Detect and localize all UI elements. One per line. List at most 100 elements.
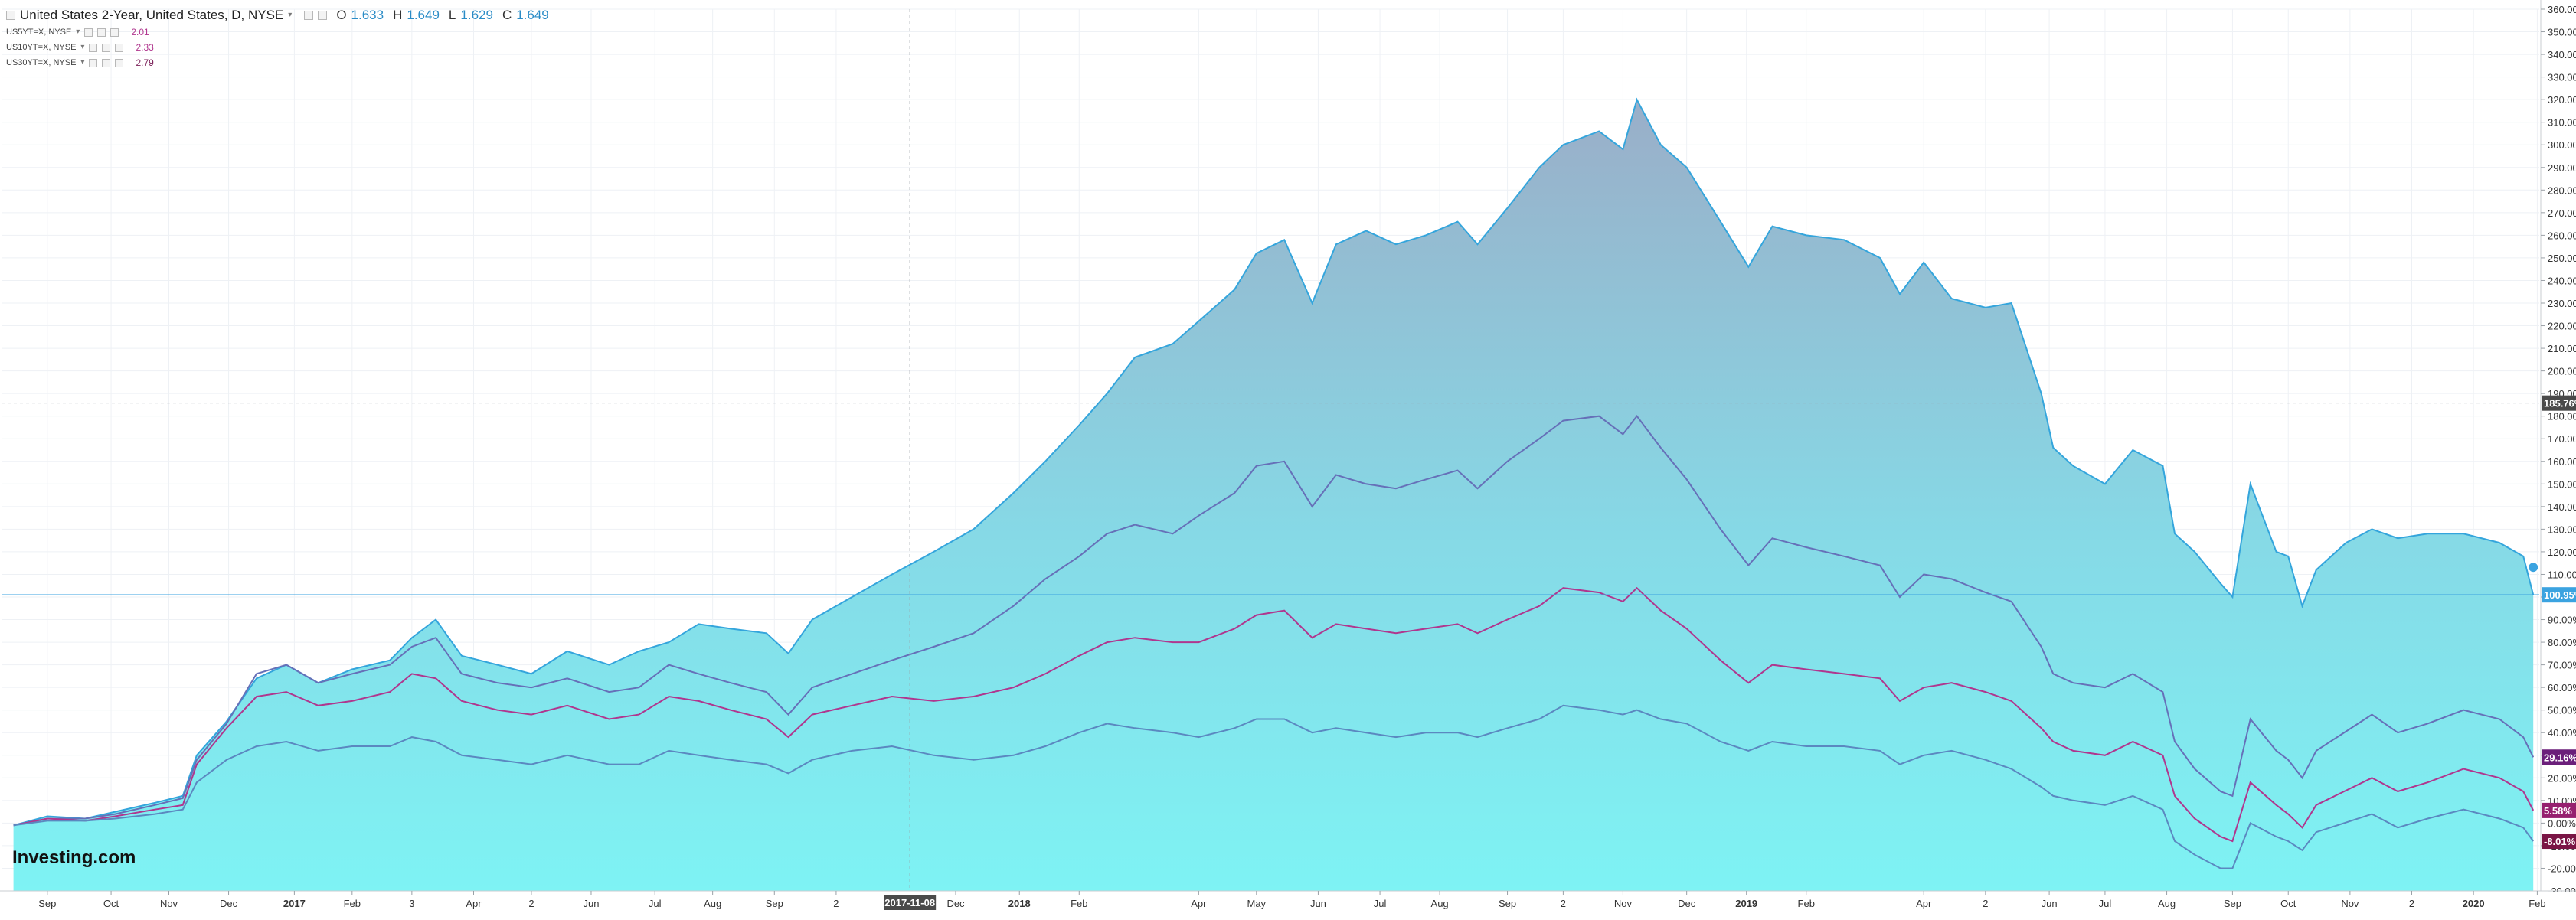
y-tick-label: 90.00%: [2548, 615, 2576, 626]
x-tick-label: Jul: [649, 898, 662, 909]
x-tick-label: Sep: [1499, 898, 1516, 909]
y-tick-label: 50.00%: [2548, 705, 2576, 716]
ohlc-open-label: O: [336, 8, 347, 22]
y-tick-label: 360.00%: [2548, 4, 2576, 15]
x-tick-label: Sep: [766, 898, 783, 909]
hide-icon[interactable]: [84, 28, 93, 37]
compare-symbol: US5YT=X, NYSE: [6, 28, 72, 37]
y-tick-label: 60.00%: [2548, 682, 2576, 693]
y-tick-label: 330.00%: [2548, 72, 2576, 83]
y-tick-label: 300.00%: [2548, 139, 2576, 151]
y-tick-label: 120.00%: [2548, 546, 2576, 558]
settings-icon[interactable]: [97, 28, 106, 37]
legend-compare-row: US5YT=X, NYSE ▾ 2.01: [6, 24, 549, 40]
last-value-badge: [2542, 834, 2576, 850]
x-tick-label: Dec: [1678, 898, 1696, 909]
y-tick-label: 20.00%: [2548, 772, 2576, 784]
area-fill-2y: [13, 100, 2534, 892]
close-icon[interactable]: [115, 58, 124, 67]
x-tick-label: Apr: [1191, 898, 1207, 909]
crosshair-value-label: 185.76%: [2544, 398, 2576, 409]
y-tick-label: 210.00%: [2548, 343, 2576, 354]
chevron-down-icon[interactable]: ▾: [80, 58, 85, 67]
y-tick-label: 170.00%: [2548, 433, 2576, 445]
y-tick-label: 270.00%: [2548, 207, 2576, 219]
x-tick-label: Sep: [2224, 898, 2241, 909]
x-tick-label: 2020: [2463, 898, 2485, 909]
last-value-badge: [2542, 802, 2576, 818]
x-tick-label: Aug: [1431, 898, 1449, 909]
last-value-label: 5.58%: [2544, 805, 2572, 817]
x-tick-label: 3: [409, 898, 414, 909]
y-tick-label: 160.00%: [2548, 456, 2576, 468]
y-tick-label: 240.00%: [2548, 275, 2576, 286]
y-tick-label: 290.00%: [2548, 162, 2576, 174]
x-tick-label: Jun: [583, 898, 599, 909]
close-icon[interactable]: [115, 43, 124, 52]
series-line-us10yt-x: [13, 586, 2535, 843]
x-tick-label: 2: [1561, 898, 1566, 909]
x-tick-label: Jun: [1310, 898, 1326, 909]
y-tick-label: 130.00%: [2548, 524, 2576, 535]
y-tick-label: 140.00%: [2548, 501, 2576, 513]
close-icon[interactable]: [110, 28, 119, 37]
x-tick-label: Jun: [2042, 898, 2058, 909]
y-tick-label: 230.00%: [2548, 298, 2576, 309]
legend-compare-row: US30YT=X, NYSE ▾ 2.79: [6, 55, 549, 70]
series-group: [13, 97, 2535, 892]
y-tick-label: 200.00%: [2548, 366, 2576, 377]
hide-icon[interactable]: [89, 43, 98, 52]
last-value-label: 100.95%: [2544, 589, 2576, 601]
settings-icon[interactable]: [102, 58, 111, 67]
legend: United States 2-Year, United States, D, …: [6, 6, 549, 70]
x-tick-label: Feb: [1071, 898, 1087, 909]
y-tick-label: 280.00%: [2548, 184, 2576, 196]
compare-last-value: 2.01: [131, 27, 149, 38]
y-tick-label: 320.00%: [2548, 94, 2576, 106]
compare-last-value: 2.33: [136, 42, 154, 53]
chevron-down-icon[interactable]: ▾: [80, 43, 85, 51]
chevron-down-icon[interactable]: ▾: [76, 28, 80, 36]
legend-main-row: United States 2-Year, United States, D, …: [6, 6, 549, 24]
ohlc-close-value: 1.649: [516, 8, 549, 22]
last-value-label: 29.16%: [2544, 752, 2576, 763]
x-tick-label: Dec: [220, 898, 238, 909]
x-tick-label: 2: [833, 898, 839, 909]
close-icon[interactable]: [318, 11, 328, 20]
y-tick-label: 110.00%: [2548, 569, 2576, 580]
settings-icon[interactable]: [304, 11, 314, 20]
hide-icon[interactable]: [89, 58, 98, 67]
collapse-legend-icon[interactable]: [6, 11, 15, 20]
x-tick-label: Feb: [344, 898, 361, 909]
y-tick-label: -20.00%: [2548, 863, 2576, 874]
legend-compare-row: US10YT=X, NYSE ▾ 2.33: [6, 40, 549, 55]
x-tick-label: 2: [2409, 898, 2414, 909]
y-tick-label: 260.00%: [2548, 230, 2576, 241]
settings-icon[interactable]: [102, 43, 111, 52]
x-tick-label: Dec: [946, 898, 965, 909]
ohlc-low-value: 1.629: [460, 8, 493, 22]
last-value-badge: [2542, 587, 2576, 603]
x-tick-label: Jul: [1374, 898, 1387, 909]
x-tick-label: Oct: [2280, 898, 2296, 909]
y-tick-label: 70.00%: [2548, 660, 2576, 671]
y-tick-label: 310.00%: [2548, 117, 2576, 129]
y-tick-label: 80.00%: [2548, 637, 2576, 648]
y-tick-label: 40.00%: [2548, 727, 2576, 739]
x-tick-label: Aug: [704, 898, 721, 909]
x-tick-label: Apr: [1916, 898, 1932, 909]
x-tick-label: Nov: [1614, 898, 1633, 909]
ohlc-high-label: H: [393, 8, 403, 22]
series-line-2y: [13, 97, 2535, 827]
chevron-down-icon[interactable]: ▾: [288, 11, 293, 19]
y-axis: 360.00% 350.00% 340.00% 330.00% 320.00% 310.0…: [2540, 0, 2576, 897]
x-tick-label: Aug: [2158, 898, 2176, 909]
x-tick-label: Feb: [2529, 898, 2545, 909]
crosshair-value-badge: [2542, 395, 2576, 411]
ohlc-high-value: 1.649: [407, 8, 440, 22]
y-tick-label: 340.00%: [2548, 49, 2576, 60]
series-end-handle-icon: [2527, 561, 2540, 574]
compare-symbol: US10YT=X, NYSE: [6, 43, 77, 52]
